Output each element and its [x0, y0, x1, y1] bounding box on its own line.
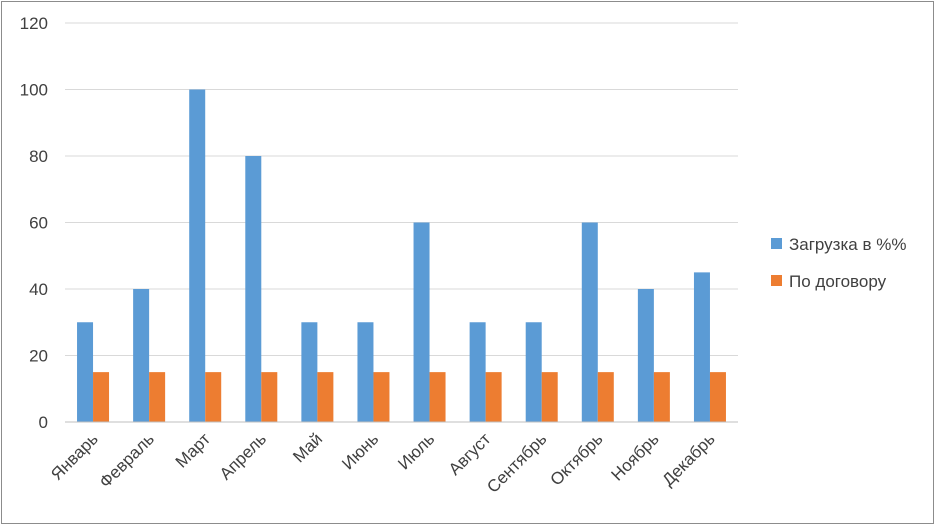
bar-contract-11	[709, 372, 726, 422]
gridlines	[65, 22, 738, 423]
bar-contract-7	[485, 372, 502, 422]
bar-load-7	[469, 322, 486, 422]
x-tick-label: Сентябрь	[483, 429, 550, 496]
legend-swatch	[771, 275, 782, 286]
bar-contract-8	[541, 372, 558, 422]
y-tick-label: 120	[20, 14, 48, 33]
y-tick-label: 60	[29, 214, 48, 233]
bar-load-9	[581, 222, 598, 422]
x-tick-label: Январь	[47, 429, 102, 484]
y-tick-label: 20	[29, 347, 48, 366]
bar-load-8	[525, 322, 542, 422]
y-tick-label: 80	[29, 147, 48, 166]
y-tick-label: 100	[20, 81, 48, 100]
bar-load-1	[133, 289, 150, 422]
legend: Загрузка в %% По договору	[771, 235, 906, 291]
bar-load-6	[413, 222, 430, 422]
bar-contract-6	[429, 372, 446, 422]
x-tick-label: Октябрь	[547, 429, 607, 489]
y-axis-tick-labels: 0 20 40 60 80 100 120	[20, 14, 48, 432]
x-tick-label: Май	[289, 429, 326, 466]
legend-swatch	[771, 238, 782, 249]
x-tick-label: Март	[172, 429, 214, 471]
bar-contract-3	[261, 372, 278, 422]
x-tick-label: Август	[445, 429, 495, 479]
bar-load-3	[245, 156, 262, 422]
bar-load-4	[301, 322, 318, 422]
bar-contract-4	[317, 372, 334, 422]
bar-load-5	[357, 322, 374, 422]
x-tick-label: Ноябрь	[608, 429, 663, 484]
x-tick-label: Апрель	[216, 429, 270, 483]
bar-contract-2	[205, 372, 222, 422]
bar-contract-1	[149, 372, 166, 422]
bars	[77, 89, 726, 422]
x-tick-label: Февраль	[96, 429, 158, 491]
y-tick-label: 40	[29, 280, 48, 299]
bar-contract-0	[93, 372, 110, 422]
bar-load-11	[693, 272, 710, 422]
bar-load-0	[77, 322, 94, 422]
bar-load-10	[637, 289, 654, 422]
legend-label: Загрузка в %%	[789, 235, 906, 254]
x-tick-label: Декабрь	[658, 429, 718, 489]
x-tick-label: Июль	[394, 429, 438, 473]
bar-contract-9	[597, 372, 614, 422]
bar-contract-10	[653, 372, 670, 422]
x-tick-label: Июнь	[338, 429, 382, 473]
y-tick-label: 0	[39, 413, 48, 432]
bar-contract-5	[373, 372, 390, 422]
bar-load-2	[189, 89, 206, 422]
legend-label: По договору	[789, 272, 887, 291]
